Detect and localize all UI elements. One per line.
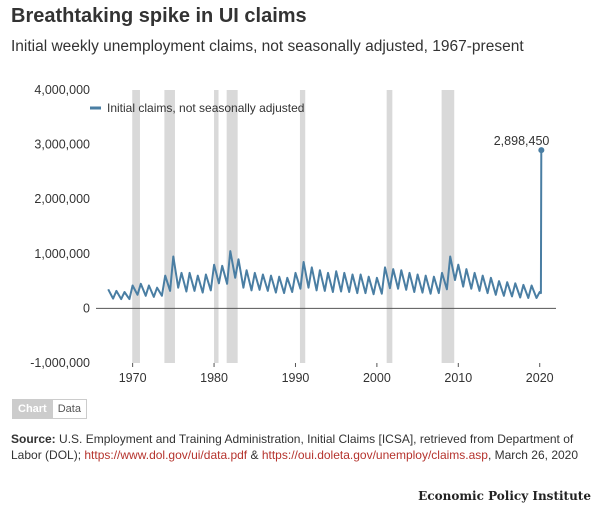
y-tick-label-3: 2,000,000 bbox=[34, 192, 90, 206]
y-tick-label-4: 3,000,000 bbox=[34, 138, 90, 152]
x-tick-label-3: 2000 bbox=[363, 371, 391, 385]
source-text: U.S. Employment and Training Administrat… bbox=[11, 432, 574, 462]
source-label: Source: bbox=[11, 432, 56, 446]
source-ampersand: & bbox=[250, 448, 259, 462]
recession-band-0 bbox=[132, 90, 140, 363]
data-tab[interactable]: Data bbox=[52, 399, 87, 419]
source-note: Source: U.S. Employment and Training Adm… bbox=[11, 431, 591, 463]
recession-band-2 bbox=[214, 90, 219, 363]
recession-band-5 bbox=[386, 90, 393, 363]
chart-tab[interactable]: Chart bbox=[12, 399, 53, 419]
spike-annotation-label: 2,898,450 bbox=[494, 134, 550, 148]
recession-band-3 bbox=[226, 90, 238, 363]
source-link-dol[interactable]: https://www.dol.gov/ui/data.pdf bbox=[84, 448, 248, 462]
y-tick-label-2: 1,000,000 bbox=[34, 247, 90, 261]
source-date: , March 26, 2020 bbox=[487, 448, 579, 462]
x-tick-label-0: 1970 bbox=[119, 371, 147, 385]
y-tick-label-5: 4,000,000 bbox=[34, 83, 90, 97]
recession-band-4 bbox=[299, 90, 306, 363]
spike-point bbox=[538, 147, 545, 154]
y-tick-label-0: -1,000,000 bbox=[30, 356, 90, 370]
chart-data-toggle: Chart Data bbox=[12, 399, 87, 419]
chart-subtitle: Initial weekly unemployment claims, not … bbox=[11, 38, 524, 55]
x-tick-label-4: 2010 bbox=[444, 371, 472, 385]
series-line-initial-claims bbox=[107, 150, 543, 301]
legend-label: Initial claims, not seasonally adjusted bbox=[107, 101, 304, 115]
source-link-doleta[interactable]: https://oui.doleta.gov/unemploy/claims.a… bbox=[261, 448, 488, 462]
x-tick-label-1: 1980 bbox=[200, 371, 228, 385]
x-tick-label-2: 1990 bbox=[282, 371, 310, 385]
x-tick-label-5: 2020 bbox=[526, 371, 554, 385]
recession-band-6 bbox=[441, 90, 455, 363]
recession-band-1 bbox=[164, 90, 175, 363]
epi-logo: Economic Policy Institute bbox=[418, 489, 591, 503]
unemployment-claims-chart: -1,000,000 0 1,000,000 2,000,000 3,000,000 4,… bbox=[30, 83, 556, 385]
chart-title: Breathtaking spike in UI claims bbox=[11, 5, 307, 27]
y-tick-label-1: 0 bbox=[83, 301, 90, 315]
